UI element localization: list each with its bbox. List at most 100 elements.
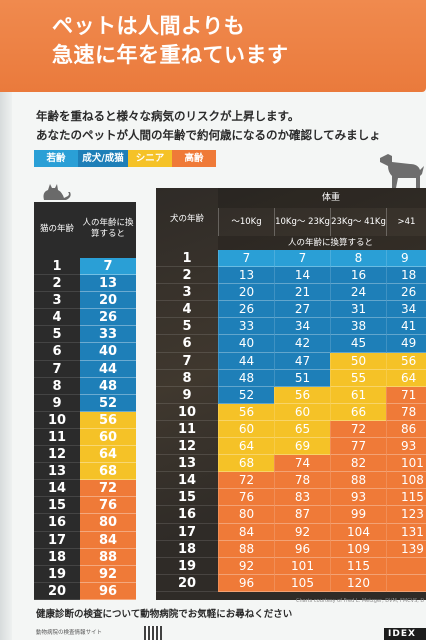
- dog-human-age-cell: 68: [218, 455, 274, 473]
- cat-human-age-cell: 44: [80, 360, 136, 378]
- dog-weight-column-header: 23Kg～ 41Kg: [330, 208, 386, 236]
- dog-icon: [380, 154, 424, 188]
- dog-human-age-cell: 51: [274, 369, 330, 387]
- cat-age-cell: 18: [34, 549, 80, 566]
- cat-age-cell: 16: [34, 514, 80, 532]
- dog-human-age-cell: 101: [386, 455, 426, 473]
- dog-human-age-cell: 60: [274, 403, 330, 421]
- title-line-2: 急速に年を重ねています: [52, 43, 289, 67]
- dog-human-age-cell: 48: [218, 369, 274, 387]
- title-banner: ペットは人間よりも 急速に年を重ねています: [0, 0, 426, 92]
- cat-human-age-cell: 84: [80, 531, 136, 549]
- cat-age-cell: 3: [34, 292, 80, 310]
- cat-age-cell: 6: [34, 343, 80, 361]
- dog-header-weight: 体重: [218, 188, 426, 208]
- dog-human-age-cell: 96: [274, 540, 330, 558]
- cat-human-age-cell: 33: [80, 326, 136, 344]
- cat-human-age-cell: 56: [80, 411, 136, 429]
- dog-weight-columns: ～10Kg 10Kg～ 23Kg 23Kg～ 41Kg >41: [218, 208, 426, 236]
- dog-human-age-cell: 78: [274, 472, 330, 490]
- dog-weight-column-header: >41: [386, 208, 426, 236]
- dog-header-age: 犬の年齢: [169, 214, 204, 224]
- table-row: 12 64 69 77 93: [156, 438, 426, 456]
- cat-age-cell: 15: [34, 497, 80, 515]
- dog-human-age-cell: 31: [330, 301, 386, 319]
- dog-human-age-cell: 61: [330, 386, 386, 404]
- dog-human-age-cell: [386, 557, 426, 575]
- intro-line-1: 年齢を重ねると様々な病気のリスクが上昇します。: [36, 109, 300, 123]
- dog-human-age-cell: 18: [386, 267, 426, 285]
- table-row: 4 26: [34, 309, 136, 327]
- dog-human-age-cell: 34: [386, 301, 426, 319]
- dog-human-age-cell: 64: [218, 438, 274, 456]
- cat-header-human: 人の年齢に換算すると: [82, 218, 134, 239]
- dog-human-age-cell: 20: [218, 284, 274, 302]
- footer-small-text: 動物病院の検査情報サイト: [36, 630, 103, 636]
- cat-age-cell: 17: [34, 532, 80, 549]
- dog-age-cell: 4: [156, 301, 218, 319]
- table-row: 2 13 14 16 18: [156, 267, 426, 285]
- dog-human-age-cell: 131: [386, 523, 426, 541]
- dog-human-age-cell: 47: [274, 352, 330, 370]
- cat-human-age-cell: 20: [80, 292, 136, 310]
- cat-age-cell: 9: [34, 395, 80, 412]
- dog-human-age-cell: 87: [274, 506, 330, 524]
- dog-human-age-cell: 52: [218, 386, 274, 404]
- dog-age-cell: 18: [156, 541, 218, 558]
- table-row: 3 20: [34, 292, 136, 310]
- dog-age-cell: 5: [156, 318, 218, 336]
- cat-human-age-cell: 64: [80, 446, 136, 464]
- cat-icon: [43, 184, 71, 200]
- table-row: 18 88: [34, 548, 136, 566]
- cat-human-age-cell: 13: [80, 275, 136, 293]
- legend-old: 高齢: [172, 150, 216, 167]
- cat-human-age-cell: 68: [80, 463, 136, 481]
- dog-human-age-cell: 55: [330, 369, 386, 387]
- table-row: 9 52 56 61 71: [156, 386, 426, 404]
- dog-human-age-cell: 72: [218, 472, 274, 490]
- dog-age-cell: 19: [156, 558, 218, 575]
- dog-human-age-cell: 82: [330, 455, 386, 473]
- cat-age-cell: 7: [34, 361, 80, 378]
- dog-human-age-cell: 115: [330, 557, 386, 575]
- dog-human-age-cell: 84: [218, 523, 274, 541]
- table-row: 17 84 92 104 131: [156, 523, 426, 541]
- dog-age-cell: 6: [156, 335, 218, 353]
- dog-age-cell: 9: [156, 387, 218, 404]
- cat-age-cell: 2: [34, 275, 80, 293]
- dog-age-cell: 12: [156, 438, 218, 456]
- dog-age-cell: 3: [156, 284, 218, 302]
- cat-human-age-cell: 76: [80, 497, 136, 515]
- dog-human-age-cell: 9: [386, 250, 426, 268]
- table-row: 7 44 47 50 56: [156, 352, 426, 370]
- dog-human-age-cell: 71: [386, 386, 426, 404]
- cat-human-age-cell: 72: [80, 480, 136, 498]
- dog-human-age-cell: 38: [330, 318, 386, 336]
- table-row: 20 96: [34, 582, 136, 600]
- dog-human-age-cell: 88: [218, 540, 274, 558]
- page-title: ペットは人間よりも 急速に年を重ねています: [52, 12, 289, 70]
- dog-human-age-cell: 99: [330, 506, 386, 524]
- cat-age-cell: 4: [34, 309, 80, 327]
- dog-human-age-cell: 139: [386, 540, 426, 558]
- dog-human-age-cell: 42: [274, 335, 330, 353]
- table-row: 3 20 21 24 26: [156, 284, 426, 302]
- table-row: 18 88 96 109 139: [156, 540, 426, 558]
- table-row: 6 40 42 45 49: [156, 335, 426, 353]
- dog-human-age-cell: 14: [274, 267, 330, 285]
- dog-human-age-cell: 120: [330, 574, 386, 592]
- dog-human-age-cell: 77: [330, 438, 386, 456]
- cat-age-cell: 13: [34, 463, 80, 481]
- dog-table-body: 1 7 7 8 9 2 13 14 16 18 3 20 21 24 26 4 26 27 31 34 5 33 34 38 4…: [156, 250, 426, 592]
- dog-age-table: 犬の年齢 体重 ～10Kg 10Kg～ 23Kg 23Kg～ 41Kg >41 人の年…: [156, 188, 426, 600]
- dog-human-age-cell: 65: [274, 420, 330, 439]
- intro-text: 年齢を重ねると様々な病気のリスクが上昇します。 あなたのペットが人間の年齢で約何…: [36, 107, 426, 145]
- dog-human-age-cell: 27: [274, 301, 330, 319]
- dog-age-cell: 10: [156, 404, 218, 421]
- dog-human-age-cell: 26: [218, 301, 274, 319]
- dog-human-age-cell: 108: [386, 472, 426, 490]
- cat-human-age-cell: 88: [80, 548, 136, 566]
- dog-age-cell: 16: [156, 506, 218, 524]
- dog-age-cell: 1: [156, 250, 218, 268]
